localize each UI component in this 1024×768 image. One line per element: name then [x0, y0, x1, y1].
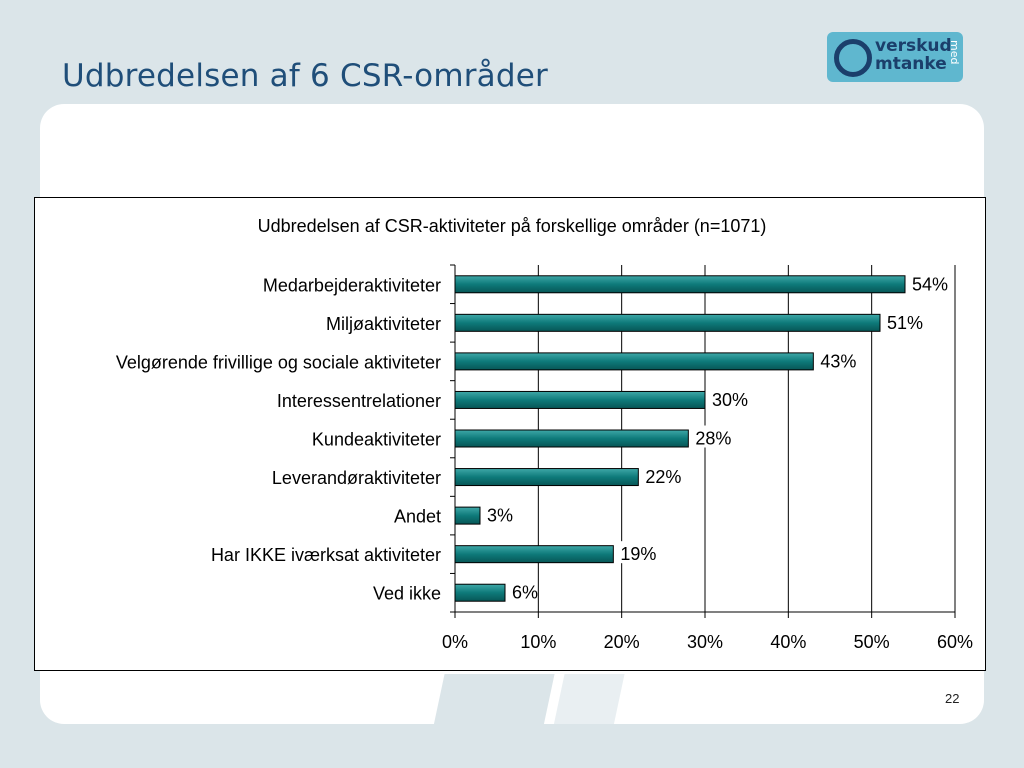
data-label-bg: [617, 541, 655, 564]
category-label: Har IKKE iværksat aktiviteter: [211, 545, 441, 565]
decorative-shape: [545, 674, 625, 724]
logo-ring-icon: [834, 39, 872, 77]
data-label-bg: [817, 348, 855, 371]
category-label: Velgørende frivillige og sociale aktivit…: [116, 352, 441, 372]
bar: [454, 429, 689, 448]
bar: [454, 583, 506, 602]
category-label: Leverandøraktiviteter: [272, 468, 441, 488]
data-label-bg: [709, 386, 747, 409]
bar-chart: Udbredelsen af CSR-aktiviteter på forske…: [116, 216, 973, 652]
category-label: Andet: [394, 507, 441, 527]
data-label: 28%: [695, 429, 731, 449]
data-label: 30%: [712, 390, 748, 410]
x-tick-label: 40%: [770, 632, 806, 652]
logo-word-2: mtanke: [875, 54, 947, 74]
chart-frame: Udbredelsen af CSR-aktiviteter på forske…: [34, 197, 986, 671]
data-label-bg: [692, 425, 730, 448]
data-label-bg: [909, 271, 947, 294]
category-label: Interessentrelationer: [277, 391, 441, 411]
page-number: 22: [945, 691, 960, 706]
data-label: 43%: [820, 351, 856, 371]
x-tick-label: 20%: [604, 632, 640, 652]
bar: [454, 545, 614, 564]
category-label: Miljøaktiviteter: [326, 314, 441, 334]
data-label-bg: [642, 464, 680, 487]
data-label: 19%: [620, 544, 656, 564]
x-tick-label: 10%: [520, 632, 556, 652]
category-label: Medarbejderaktiviteter: [263, 275, 441, 295]
slide-title: Udbredelsen af 6 CSR-områder: [62, 58, 548, 94]
bar: [454, 275, 906, 294]
chart-title: Udbredelsen af CSR-aktiviteter på forske…: [258, 216, 767, 236]
x-tick-label: 30%: [687, 632, 723, 652]
logo-word-3: med: [948, 40, 961, 65]
bar: [454, 390, 706, 409]
decorative-shape: [425, 674, 555, 724]
bar: [454, 468, 639, 487]
bar: [454, 313, 881, 332]
data-label: 22%: [645, 467, 681, 487]
brand-logo: verskud mtanke med: [827, 32, 963, 82]
x-tick-label: 0%: [442, 632, 468, 652]
data-label: 51%: [887, 313, 923, 333]
data-label: 6%: [512, 583, 538, 603]
bar: [454, 506, 481, 525]
category-label: Kundeaktiviteter: [312, 430, 441, 450]
logo-word-1: verskud: [875, 36, 952, 56]
data-label: 54%: [912, 274, 948, 294]
data-label: 3%: [487, 506, 513, 526]
category-label: Ved ikke: [373, 584, 441, 604]
x-tick-label: 60%: [937, 632, 973, 652]
x-tick-label: 50%: [854, 632, 890, 652]
data-label-bg: [484, 502, 511, 525]
data-label-bg: [884, 309, 922, 332]
data-label-bg: [509, 579, 536, 602]
bar: [454, 352, 814, 371]
